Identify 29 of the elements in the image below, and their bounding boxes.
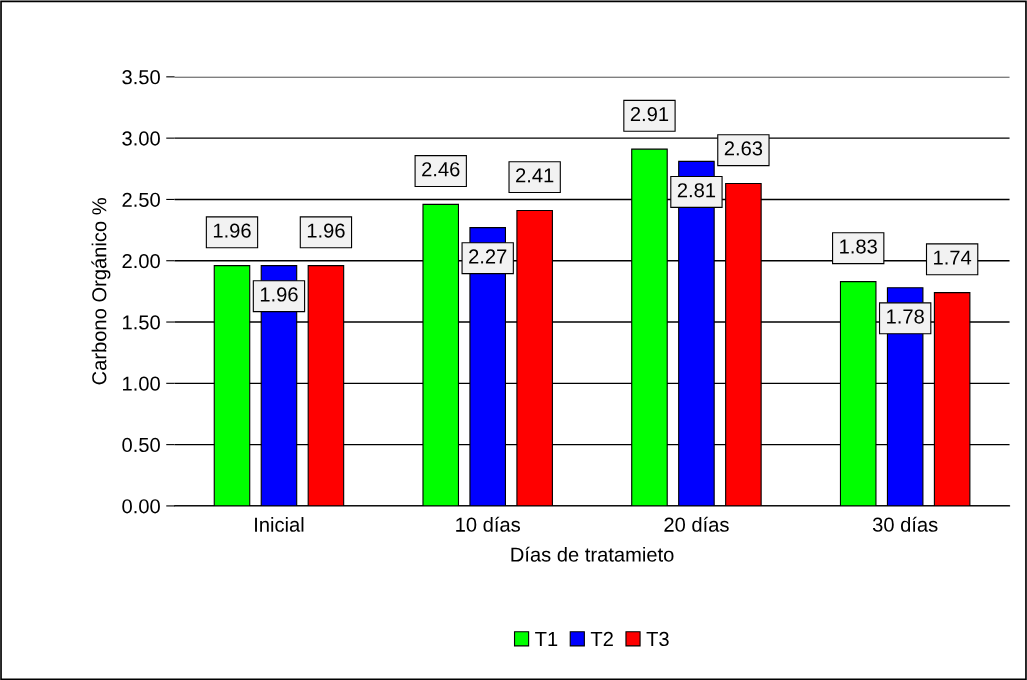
legend-label: T2 (590, 631, 613, 646)
data-label: 2.63 (724, 141, 763, 156)
data-label: 2.81 (677, 183, 716, 198)
x-tick-label: 10 días (456, 516, 520, 532)
y-tick-label: 0.00 (122, 499, 160, 514)
data-label: 2.41 (516, 168, 554, 183)
data-label: 1.78 (887, 309, 924, 324)
data-label: 2.91 (630, 106, 669, 122)
data-label: 1.96 (307, 223, 345, 238)
y-tick-label: 2.00 (122, 253, 160, 269)
y-tick-label: 3.00 (122, 131, 160, 146)
data-label: 1.96 (260, 287, 298, 302)
legend-label: T3 (646, 631, 669, 647)
y-tick-label: 3.50 (122, 70, 160, 85)
y-axis-title: Carbono Orgánico % (91, 198, 111, 385)
y-tick-label: 1.50 (123, 315, 160, 330)
data-label: 1.83 (840, 239, 877, 254)
y-tick-label: 0.50 (122, 437, 160, 453)
data-label: 1.96 (213, 223, 251, 238)
y-tick-label: 2.50 (122, 192, 160, 207)
x-tick-label: 20 días (664, 516, 729, 532)
x-axis-title: Días de tratamieto (511, 546, 674, 562)
data-label: 2.27 (469, 249, 507, 264)
data-label: 2.46 (422, 162, 460, 177)
x-tick-label: Inicial (255, 517, 304, 532)
x-tick-label: 30 días (872, 516, 938, 532)
y-tick-label: 1.00 (123, 376, 160, 391)
data-label: 1.74 (934, 250, 972, 265)
legend-label: T1 (535, 632, 558, 646)
